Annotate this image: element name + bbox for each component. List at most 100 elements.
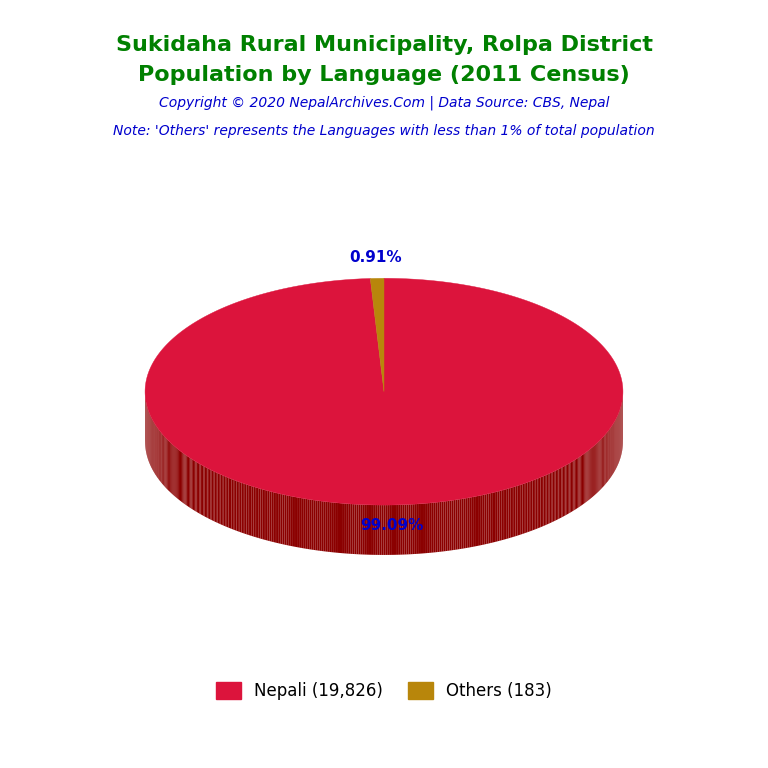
Polygon shape <box>209 468 210 519</box>
Polygon shape <box>329 502 332 552</box>
Polygon shape <box>273 492 275 542</box>
Polygon shape <box>514 486 515 537</box>
Legend: Nepali (19,826), Others (183): Nepali (19,826), Others (183) <box>209 676 559 707</box>
Polygon shape <box>551 472 553 522</box>
Polygon shape <box>164 437 165 488</box>
Polygon shape <box>377 505 379 555</box>
Polygon shape <box>193 460 194 511</box>
Polygon shape <box>578 457 580 508</box>
Polygon shape <box>328 502 329 552</box>
Polygon shape <box>210 469 212 520</box>
Polygon shape <box>334 502 336 553</box>
Polygon shape <box>560 468 561 518</box>
Polygon shape <box>433 502 435 552</box>
Polygon shape <box>597 442 598 493</box>
Polygon shape <box>563 466 564 517</box>
Polygon shape <box>396 505 398 554</box>
Polygon shape <box>284 495 286 545</box>
Polygon shape <box>477 495 479 546</box>
Polygon shape <box>350 504 353 554</box>
Polygon shape <box>421 504 423 554</box>
Polygon shape <box>181 452 182 502</box>
Polygon shape <box>233 480 235 530</box>
Polygon shape <box>312 500 313 550</box>
Polygon shape <box>455 499 458 550</box>
Polygon shape <box>577 458 578 508</box>
Polygon shape <box>332 502 334 552</box>
Polygon shape <box>199 464 200 515</box>
Polygon shape <box>247 485 248 535</box>
Polygon shape <box>445 501 448 551</box>
Polygon shape <box>531 481 532 531</box>
Polygon shape <box>449 501 452 551</box>
Polygon shape <box>522 484 524 534</box>
Polygon shape <box>353 504 354 554</box>
Polygon shape <box>348 504 350 554</box>
Polygon shape <box>435 502 437 552</box>
Polygon shape <box>567 464 568 515</box>
Polygon shape <box>492 492 494 543</box>
Polygon shape <box>191 459 193 510</box>
Polygon shape <box>383 505 386 555</box>
Polygon shape <box>588 449 590 500</box>
Polygon shape <box>263 489 264 540</box>
Polygon shape <box>340 503 342 553</box>
Polygon shape <box>510 488 512 538</box>
Polygon shape <box>505 489 507 539</box>
Polygon shape <box>162 434 163 485</box>
Polygon shape <box>481 495 483 545</box>
Polygon shape <box>475 496 477 546</box>
Polygon shape <box>359 505 361 554</box>
Polygon shape <box>508 488 510 538</box>
Polygon shape <box>453 500 455 550</box>
Polygon shape <box>220 475 222 525</box>
Polygon shape <box>161 433 162 484</box>
Polygon shape <box>170 443 172 494</box>
Polygon shape <box>373 505 376 554</box>
Polygon shape <box>479 495 481 545</box>
Polygon shape <box>216 472 217 523</box>
Polygon shape <box>463 498 465 548</box>
Polygon shape <box>553 472 554 521</box>
Polygon shape <box>406 505 409 554</box>
Polygon shape <box>356 505 359 554</box>
Polygon shape <box>442 502 443 551</box>
Polygon shape <box>448 501 449 551</box>
Polygon shape <box>417 504 419 554</box>
Polygon shape <box>409 505 411 554</box>
Polygon shape <box>512 487 514 538</box>
Polygon shape <box>179 450 180 501</box>
Polygon shape <box>240 482 241 532</box>
Polygon shape <box>260 488 263 539</box>
Polygon shape <box>205 467 206 517</box>
Polygon shape <box>423 503 425 554</box>
Polygon shape <box>283 495 284 545</box>
Polygon shape <box>370 278 384 392</box>
Polygon shape <box>571 462 572 512</box>
Polygon shape <box>204 466 205 517</box>
Polygon shape <box>292 496 294 547</box>
Polygon shape <box>184 454 186 505</box>
Polygon shape <box>200 465 202 515</box>
Polygon shape <box>425 503 427 553</box>
Polygon shape <box>483 495 485 545</box>
Polygon shape <box>298 498 300 548</box>
Polygon shape <box>174 445 175 496</box>
Polygon shape <box>294 497 296 547</box>
Polygon shape <box>190 458 191 508</box>
Polygon shape <box>310 499 312 550</box>
Polygon shape <box>264 490 266 540</box>
Polygon shape <box>598 441 600 492</box>
Polygon shape <box>270 492 271 541</box>
Polygon shape <box>319 501 322 551</box>
Polygon shape <box>277 493 279 543</box>
Polygon shape <box>252 486 253 537</box>
Polygon shape <box>362 505 365 554</box>
Polygon shape <box>253 487 255 537</box>
Polygon shape <box>376 505 377 555</box>
Polygon shape <box>217 473 219 524</box>
Polygon shape <box>173 445 174 495</box>
Polygon shape <box>172 444 173 495</box>
Polygon shape <box>266 490 268 541</box>
Polygon shape <box>288 495 290 546</box>
